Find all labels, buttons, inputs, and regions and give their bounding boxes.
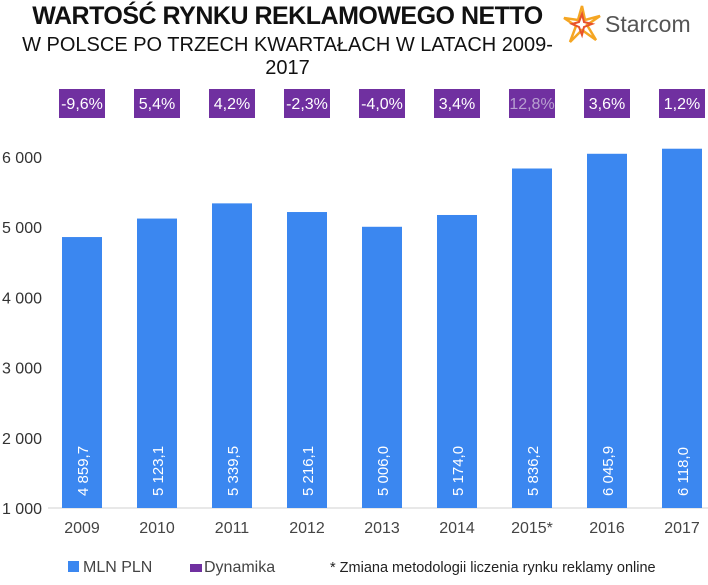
bar-value-label: 5 836,2 — [525, 446, 542, 496]
bar-2015* — [512, 168, 552, 508]
legend-label-mln-pln: MLN PLN — [83, 559, 152, 576]
y-tick-label: 1 000 — [2, 501, 42, 518]
x-tick-label: 2014 — [439, 520, 475, 537]
dynamika-label: 1,2% — [664, 96, 700, 113]
dynamika-badge — [59, 89, 105, 118]
dynamika-badge — [359, 89, 405, 118]
star-icon — [563, 5, 601, 43]
bar-value-label: 4 859,7 — [75, 446, 92, 496]
dynamika-label: -4,0% — [361, 96, 403, 113]
bar-2017 — [662, 148, 702, 508]
y-tick-label: 6 000 — [2, 150, 42, 167]
bar-value-label: 5 339,5 — [225, 446, 242, 496]
x-tick-label: 2017 — [664, 520, 700, 537]
bar-value-label: 6 118,0 — [675, 447, 692, 496]
chart-title: WARTOŚĆ RYNKU REKLAMOWEGO NETTO — [32, 2, 543, 30]
bar-2014 — [437, 214, 477, 508]
bar-value-label: 5 123,1 — [150, 446, 167, 496]
bar-2009 — [62, 237, 102, 508]
x-tick-label: 2015* — [511, 520, 553, 537]
x-tick-label: 2009 — [64, 520, 100, 537]
dynamika-badge — [434, 89, 480, 118]
dynamika-badge — [209, 89, 255, 118]
dynamika-badge — [659, 89, 705, 118]
x-tick-label: 2012 — [289, 520, 325, 537]
bar-2011 — [212, 203, 252, 508]
dynamika-label: 3,6% — [589, 96, 625, 113]
dynamika-label: 3,4% — [439, 96, 475, 113]
bar-2012 — [287, 212, 327, 508]
x-tick-label: 2011 — [215, 520, 250, 537]
bar-value-label: 5 006,0 — [375, 446, 392, 496]
footnote: * Zmiana metodologii liczenia rynku rekl… — [330, 560, 656, 576]
x-tick-label: 2013 — [364, 520, 400, 537]
y-tick-label: 4 000 — [2, 290, 42, 307]
logo-text: Starcom — [605, 10, 691, 37]
dynamika-label: -9,6% — [61, 96, 103, 113]
dynamika-label: 5,4% — [139, 96, 175, 113]
legend-swatch-mln-pln — [68, 561, 79, 572]
dynamika-badge — [134, 89, 180, 118]
chart-subtitle: W POLSCE PO TRZECH KWARTAŁACH W LATACH 2… — [22, 34, 553, 79]
y-tick-label: 5 000 — [2, 220, 42, 237]
dynamika-badge — [284, 89, 330, 118]
x-tick-label: 2016 — [589, 520, 625, 537]
x-tick-label: 2010 — [139, 520, 175, 537]
legend-swatch-dynamika — [190, 564, 202, 572]
legend-label-dynamika: Dynamika — [204, 559, 275, 576]
y-tick-label: 2 000 — [2, 431, 42, 448]
dynamika-label: 4,2% — [214, 96, 250, 113]
dynamika-label: -2,3% — [286, 96, 328, 113]
dynamika-badge — [509, 89, 555, 118]
dynamika-badge — [584, 89, 630, 118]
bar-2013 — [362, 226, 402, 508]
starcom-logo: Starcom — [562, 4, 691, 44]
dynamika-label: 12,8% — [509, 96, 554, 113]
bar-value-label: 6 045,9 — [600, 446, 617, 496]
bar-value-label: 5 174,0 — [450, 446, 467, 496]
y-tick-label: 3 000 — [2, 361, 42, 378]
bar-value-label: 5 216,1 — [300, 446, 317, 496]
bar-2010 — [137, 218, 177, 508]
bar-2016 — [587, 153, 627, 508]
